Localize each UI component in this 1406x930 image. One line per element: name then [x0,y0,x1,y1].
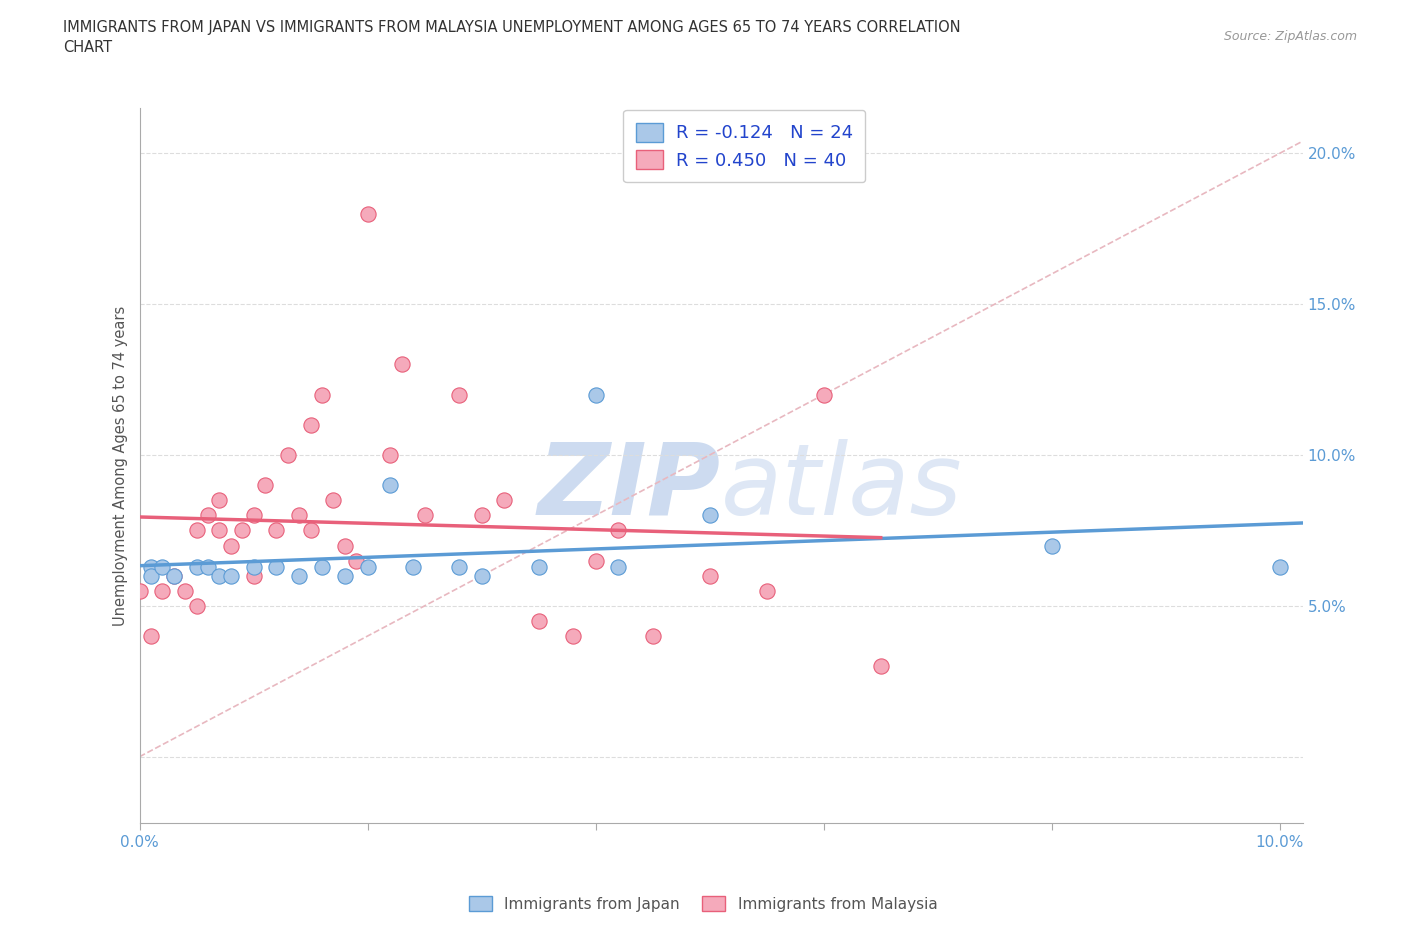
Point [288,508,311,523]
Point [356,206,378,221]
Point [299,523,322,538]
Point [585,387,607,402]
Point [813,387,835,402]
Point [197,508,219,523]
Point [607,559,630,574]
Point [197,559,219,574]
Point [128,583,150,598]
Point [208,523,231,538]
Point [641,629,664,644]
Point [163,568,186,583]
Point [139,559,162,574]
Point [755,583,778,598]
Point [402,559,425,574]
Point [699,508,721,523]
Point [380,478,402,493]
Point [139,629,162,644]
Point [333,538,356,553]
Point [413,508,436,523]
Point [311,387,333,402]
Point [186,598,208,613]
Point [150,583,173,598]
Point [333,568,356,583]
Point [139,568,162,583]
Point [1040,538,1063,553]
Legend: Immigrants from Japan, Immigrants from Malaysia: Immigrants from Japan, Immigrants from M… [463,889,943,918]
Point [527,614,550,629]
Point [391,357,413,372]
Point [344,553,367,568]
Point [186,523,208,538]
Y-axis label: Unemployment Among Ages 65 to 74 years: Unemployment Among Ages 65 to 74 years [114,305,128,626]
Point [471,508,494,523]
Point [242,559,264,574]
Point [242,508,264,523]
Point [561,629,583,644]
Point [447,559,470,574]
Point [266,559,288,574]
Point [208,568,231,583]
Point [494,493,516,508]
Point [174,583,197,598]
Point [607,523,630,538]
Point [277,447,299,462]
Point [186,559,208,574]
Point [288,568,311,583]
Point [231,523,253,538]
Point [219,568,242,583]
Point [1268,559,1291,574]
Text: CHART: CHART [63,40,112,55]
Text: ZIP: ZIP [538,439,721,536]
Point [299,418,322,432]
Text: atlas: atlas [721,439,963,536]
Point [585,553,607,568]
Point [253,478,276,493]
Point [322,493,344,508]
Point [242,568,264,583]
Text: Source: ZipAtlas.com: Source: ZipAtlas.com [1223,30,1357,43]
Text: IMMIGRANTS FROM JAPAN VS IMMIGRANTS FROM MALAYSIA UNEMPLOYMENT AMONG AGES 65 TO : IMMIGRANTS FROM JAPAN VS IMMIGRANTS FROM… [63,20,960,35]
Point [266,523,288,538]
Point [219,538,242,553]
Point [208,493,231,508]
Point [356,559,378,574]
Legend: R = -0.124   N = 24, R = 0.450   N = 40: R = -0.124 N = 24, R = 0.450 N = 40 [623,110,866,182]
Point [471,568,494,583]
Point [447,387,470,402]
Point [869,658,891,673]
Point [380,447,402,462]
Point [150,559,173,574]
Point [311,559,333,574]
Point [699,568,721,583]
Point [527,559,550,574]
Point [163,568,186,583]
